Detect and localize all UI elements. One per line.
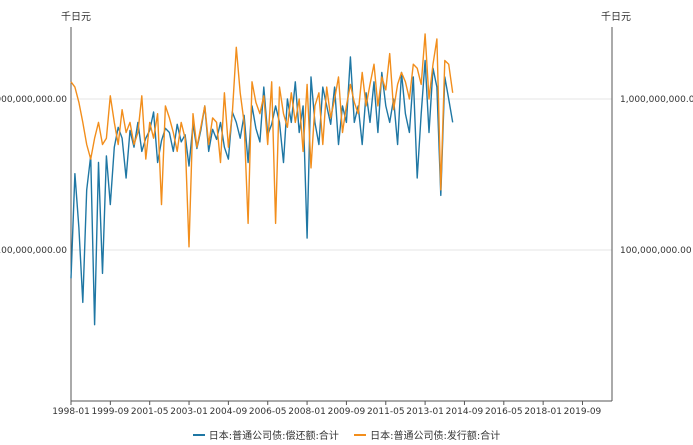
x-tick-label: 2019-09	[564, 407, 602, 417]
x-tick-label: 2004-09	[210, 407, 248, 417]
y-tick-label-left: 1,000,000,000.00	[0, 95, 67, 105]
x-tick-label: 2008-01	[288, 407, 326, 417]
legend-label-repayment: 日本:普通公司债:偿还额:合计	[208, 431, 339, 442]
x-tick-label: 2003-01	[170, 407, 208, 417]
x-tick-label: 1998-01	[52, 407, 90, 417]
series-line-1	[70, 33, 454, 248]
x-tick-label: 2011-05	[367, 407, 405, 417]
x-tick-label: 2016-05	[485, 407, 523, 417]
legend-item-repayment[interactable]: 日本:普通公司债:偿还额:合计	[192, 427, 339, 442]
y-axis-unit-left: 千日元	[61, 12, 91, 23]
x-tick-label: 2006-05	[249, 407, 287, 417]
y-tick-label-right: 100,000,000.00	[620, 246, 692, 256]
x-tick-label: 2009-09	[328, 407, 366, 417]
x-tick-label: 1999-09	[92, 407, 130, 417]
y-axis-unit-right: 千日元	[601, 12, 631, 23]
legend-item-issuance[interactable]: 日本:普通公司债:发行额:合计	[354, 427, 500, 442]
y-tick-label-left: 100,000,000.00	[0, 246, 67, 256]
legend-swatch-issuance	[354, 433, 367, 436]
y-tick-label-right: 1,000,000,000.00	[620, 95, 693, 105]
legend: 日本:普通公司债:偿还额:合计 日本:普通公司债:发行额:合计	[0, 427, 693, 442]
x-tick-label: 2013-01	[406, 407, 444, 417]
x-tick-label: 2014-09	[446, 407, 484, 417]
legend-label-issuance: 日本:普通公司债:发行额:合计	[370, 431, 501, 442]
legend-swatch-repayment	[192, 433, 205, 436]
x-tick-label: 2001-05	[131, 407, 169, 417]
x-tick-label: 2018-01	[524, 407, 562, 417]
